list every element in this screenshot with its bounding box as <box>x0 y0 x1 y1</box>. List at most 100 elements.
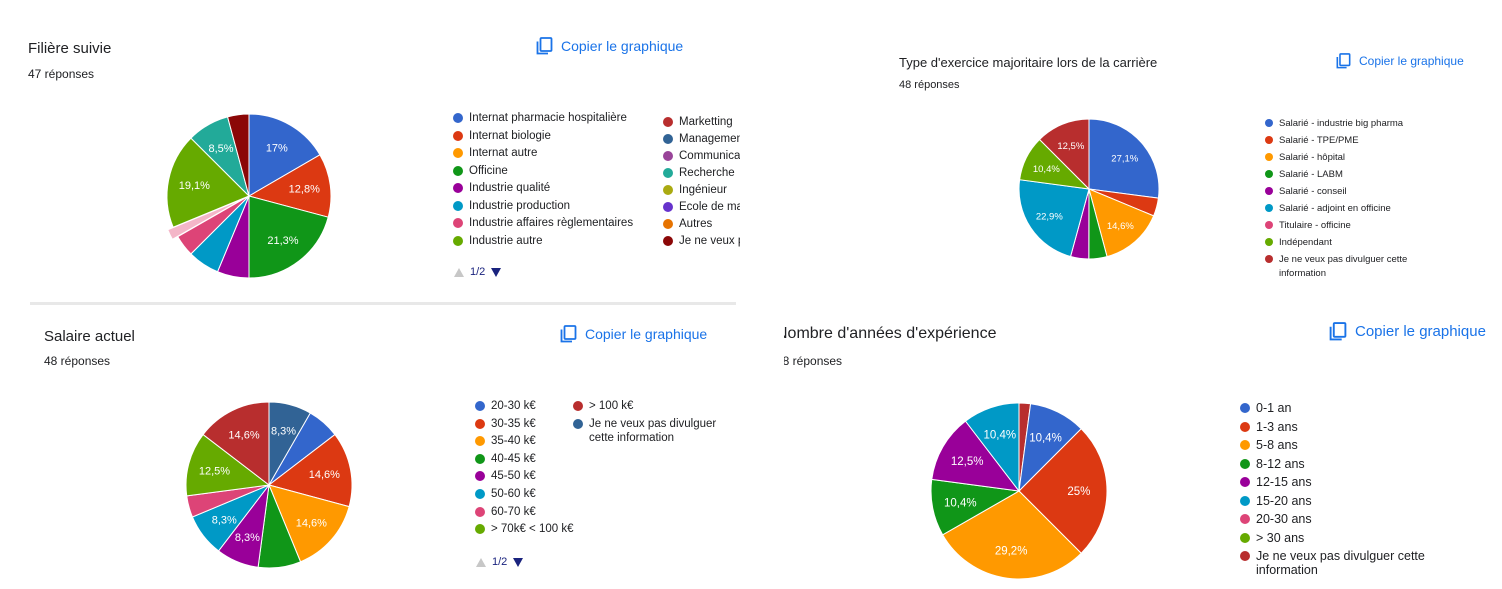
chart-title: Nombre d'années d'expérience <box>784 325 997 342</box>
copy-chart-label: Copier le graphique <box>1355 323 1486 340</box>
copy-chart-button[interactable]: Copier le graphique <box>1336 53 1464 69</box>
legend-label: Autres <box>679 218 713 230</box>
legend-label: Salarié - adjoint en officine <box>1279 203 1391 214</box>
legend-swatch <box>1265 119 1273 127</box>
legend-label: 12-15 ans <box>1256 475 1312 489</box>
pie-data-label: 19,1% <box>179 180 210 192</box>
response-count: 48 réponses <box>44 354 111 368</box>
pager-up-icon[interactable] <box>454 267 464 277</box>
legend-item-je-ne-veux-pas-divulguer-cette-information: Je ne veux pas divulguer cette informati… <box>1265 253 1435 281</box>
copy-chart-button[interactable]: Copier le graphique <box>1329 322 1486 341</box>
chart-title: Type d'exercice majoritaire lors de la c… <box>899 55 1158 70</box>
pie-chart-salaire: 8,3% 14,6% 14,6% 8,3% 8,3% 12,5% 14,6% <box>185 401 353 569</box>
legend-item-industrie-affaires-reglementaires: Industrie affaires règlementaires <box>453 216 633 230</box>
pie-slice-100-k <box>202 401 270 487</box>
legend-swatch <box>1265 255 1273 263</box>
pie-data-label: 10,4% <box>1029 432 1062 444</box>
pager-down-icon[interactable] <box>491 267 502 277</box>
legend-label: > 100 k€ <box>589 400 634 412</box>
pie-data-label: 8,3% <box>235 532 260 544</box>
legend-label: Salarié - hôpital <box>1279 152 1346 163</box>
legend-item-30-35-k: 30-35 k€ <box>475 417 573 431</box>
legend-label: Internat biologie <box>469 129 551 142</box>
chart-panel-filiere: Filière suivie 47 réponses Copier le gra… <box>0 0 740 300</box>
legend-label: 20-30 k€ <box>491 400 536 412</box>
legend-label: Recherche <box>679 167 735 179</box>
copy-icon <box>1329 322 1347 341</box>
legend-swatch <box>1240 403 1250 413</box>
legend-item-autres: Autres <box>663 217 740 231</box>
legend-swatch <box>1240 514 1250 524</box>
pie-data-label: 27,1% <box>1111 154 1138 165</box>
legend-label: Industrie production <box>469 199 571 212</box>
copy-chart-label: Copier le graphique <box>585 326 708 342</box>
pie-data-label: 12,5% <box>1057 141 1084 152</box>
pie-slice-industrie-autre <box>166 137 250 228</box>
legend-item-internat-autre: Internat autre <box>453 146 633 160</box>
legend-item-internat-biologie: Internat biologie <box>453 129 633 143</box>
legend-label: Salarié - LABM <box>1279 169 1343 180</box>
legend-item-officine: Officine <box>453 164 633 178</box>
legend-label: Industrie affaires règlementaires <box>469 217 634 229</box>
pager-up-icon[interactable] <box>476 557 486 567</box>
pie-data-label: 8,3% <box>271 425 296 437</box>
legend-swatch <box>1240 440 1250 450</box>
legend-swatch <box>475 436 485 447</box>
legend-item-industrie-autre: Industrie autre <box>453 234 633 248</box>
legend-item-salarie-conseil: Salarié - conseil <box>1265 185 1435 199</box>
legend-item-45-50-k: 45-50 k€ <box>475 469 573 483</box>
copy-icon <box>1336 53 1351 69</box>
pager-down-icon[interactable] <box>513 557 524 567</box>
legend-swatch <box>1265 238 1273 246</box>
pie-slice-70k-100-k <box>185 433 271 497</box>
pie-slice-salarie-hopital <box>1088 188 1155 258</box>
legend-item-40-45-k: 40-45 k€ <box>475 452 573 466</box>
legend-item-8-12-ans: 8-12 ans <box>1240 457 1470 471</box>
legend-swatch <box>573 418 583 429</box>
chart-panel-salaire: Salaire actuel 48 réponses Copier le gra… <box>0 305 740 589</box>
legend-salaire-col1: 20-30 k€ 30-35 k€ 35-40 k€ 40-45 k€ 45-50 k€… <box>475 399 573 540</box>
legend-swatch <box>475 524 485 535</box>
legend-swatch <box>1240 495 1250 506</box>
legend-item-industrie-production: Industrie production <box>453 199 633 213</box>
copy-chart-button[interactable]: Copier le graphique <box>536 37 683 55</box>
legend-label: Titulaire - officine <box>1279 220 1351 231</box>
legend-item-independant: Indépendant <box>1265 236 1435 250</box>
pie-slice-je-ne-veux-pas-divulguer-cette-information <box>1038 118 1090 191</box>
legend-label: Communication <box>679 150 740 162</box>
legend-item-20-30-ans: 20-30 ans <box>1240 512 1470 526</box>
legend-item-salarie-tpe-pme: Salarié - TPE/PME <box>1265 134 1435 148</box>
legend-label: 60-70 k€ <box>491 505 536 518</box>
copy-chart-button[interactable]: Copier le graphique <box>560 325 707 343</box>
legend-swatch <box>475 471 485 482</box>
legend-item-recherche: Recherche <box>663 166 740 180</box>
legend-label: Ecole de management / école de com… <box>679 201 740 213</box>
pie-data-label: 10,4% <box>944 498 977 510</box>
pie-data-label: 17% <box>266 143 288 155</box>
legend-label: 0-1 an <box>1256 401 1292 415</box>
legend-label: 35-40 k€ <box>491 435 536 448</box>
legend-label: Internat pharmacie hospitalière <box>469 112 627 124</box>
legend-label: Internat autre <box>469 147 538 159</box>
legend-label: Management <box>679 133 740 145</box>
legend-swatch <box>453 183 463 193</box>
legend-label: 20-30 ans <box>1256 512 1312 526</box>
pie-slice-5-8-ans <box>942 490 1082 580</box>
legend-swatch <box>453 235 463 246</box>
legend-label: Industrie autre <box>469 234 543 247</box>
pie-chart-exercice: 27,1% 14,6% 22,9% 10,4% 12,5% <box>1018 118 1160 260</box>
pie-slice-salarie-industrie-big-pharma <box>1088 118 1160 199</box>
legend-swatch <box>663 117 673 127</box>
legend-swatch <box>1240 421 1250 432</box>
legend-item-ecole-de-management-ecole-de-com: Ecole de management / école de com… <box>663 200 740 214</box>
legend-swatch <box>453 165 463 176</box>
legend-label: Officine <box>469 164 508 177</box>
pie-data-label: 22,9% <box>1036 211 1063 222</box>
legend-pager: 1/2 <box>476 556 524 568</box>
legend-label: Marketting <box>679 116 733 128</box>
legend-swatch <box>663 185 673 195</box>
pie-data-label: 25% <box>1067 486 1090 498</box>
copy-chart-label: Copier le graphique <box>561 38 684 54</box>
legend-item-60-70-k: 60-70 k€ <box>475 505 573 519</box>
pie-slice-1-3-ans <box>1018 428 1108 554</box>
